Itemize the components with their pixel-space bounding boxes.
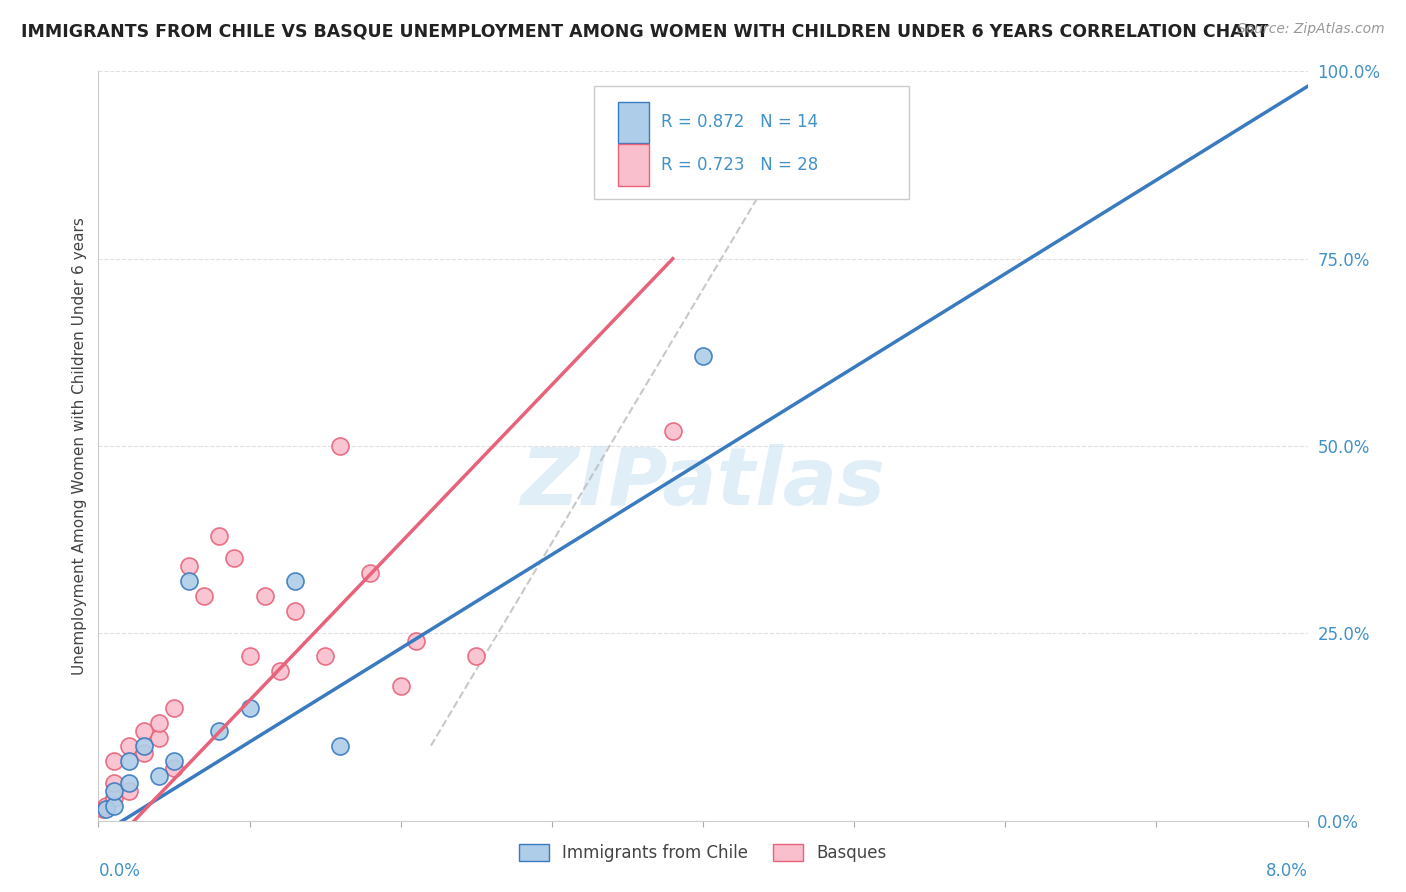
Point: [91, 802, 114, 816]
Point: [163, 761, 186, 775]
FancyBboxPatch shape: [619, 102, 648, 143]
Point: [103, 791, 125, 805]
Point: [465, 648, 488, 663]
Point: [118, 739, 141, 753]
Text: ZIPatlas: ZIPatlas: [520, 444, 886, 523]
FancyBboxPatch shape: [595, 87, 908, 199]
Point: [661, 424, 683, 438]
Point: [389, 679, 412, 693]
Y-axis label: Unemployment Among Women with Children Under 6 years: Unemployment Among Women with Children U…: [72, 217, 87, 675]
Text: R = 0.872   N = 14: R = 0.872 N = 14: [661, 113, 818, 131]
Point: [314, 648, 336, 663]
Text: 8.0%: 8.0%: [1265, 862, 1308, 880]
Point: [329, 439, 352, 453]
Point: [148, 716, 170, 731]
Point: [118, 783, 141, 797]
Point: [193, 589, 215, 603]
Point: [692, 349, 714, 363]
Point: [94, 802, 117, 816]
Point: [208, 529, 231, 543]
Point: [269, 664, 291, 678]
Point: [329, 739, 352, 753]
Text: IMMIGRANTS FROM CHILE VS BASQUE UNEMPLOYMENT AMONG WOMEN WITH CHILDREN UNDER 6 Y: IMMIGRANTS FROM CHILE VS BASQUE UNEMPLOY…: [21, 22, 1268, 40]
Point: [284, 604, 307, 618]
Point: [103, 754, 125, 768]
Point: [118, 754, 141, 768]
Point: [132, 746, 155, 760]
Point: [179, 558, 201, 573]
Point: [118, 776, 141, 790]
Point: [148, 731, 170, 746]
Text: R = 0.723   N = 28: R = 0.723 N = 28: [661, 156, 818, 174]
FancyBboxPatch shape: [619, 145, 648, 186]
Point: [132, 739, 155, 753]
Point: [208, 723, 231, 738]
Point: [179, 574, 201, 588]
Point: [148, 769, 170, 783]
Point: [103, 798, 125, 813]
Point: [284, 574, 307, 588]
Point: [239, 648, 262, 663]
Point: [103, 783, 125, 797]
Point: [94, 798, 117, 813]
Legend: Immigrants from Chile, Basques: Immigrants from Chile, Basques: [512, 837, 894, 869]
Text: 0.0%: 0.0%: [98, 862, 141, 880]
Point: [253, 589, 276, 603]
Point: [132, 723, 155, 738]
Point: [360, 566, 382, 581]
Point: [163, 754, 186, 768]
Point: [405, 633, 427, 648]
Point: [103, 776, 125, 790]
Point: [163, 701, 186, 715]
Text: Source: ZipAtlas.com: Source: ZipAtlas.com: [1237, 22, 1385, 37]
Point: [224, 551, 246, 566]
Point: [239, 701, 262, 715]
